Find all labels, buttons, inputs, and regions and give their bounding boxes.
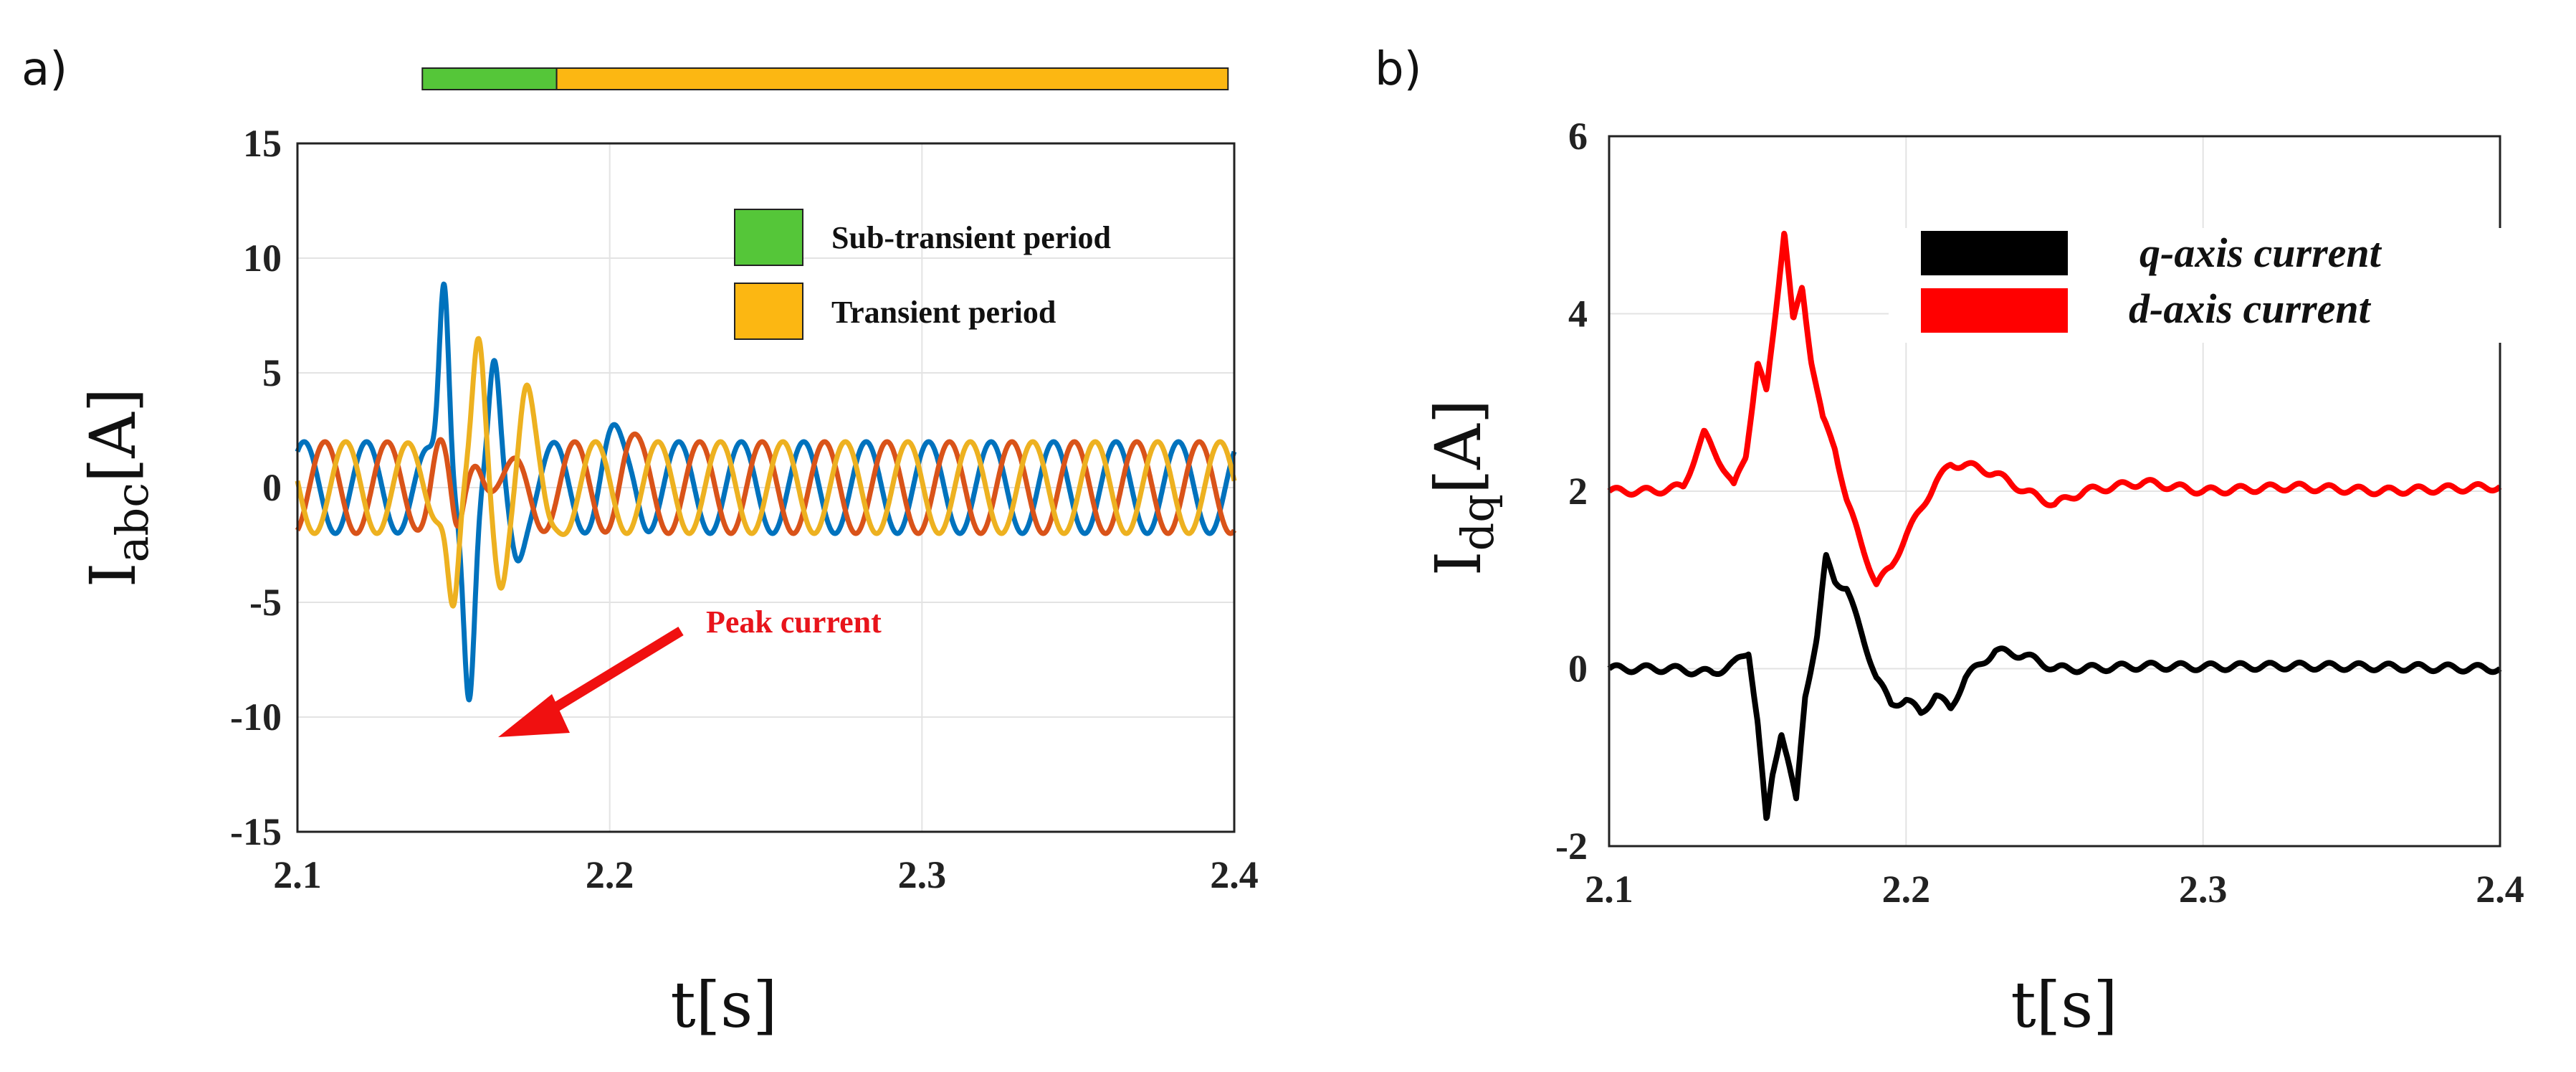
period-bar [421, 67, 1229, 90]
legend-label-d-axis: d-axis current [2129, 285, 2372, 332]
legend-label-transient: Transient period [831, 295, 1056, 330]
peak-current-arrow [533, 627, 684, 724]
legend-label-q-axis: q-axis current [2139, 229, 2382, 276]
y-tick-label: 2 [1568, 470, 1588, 513]
series-line-phase-c [295, 336, 1237, 609]
series-line-phase-a [295, 281, 1237, 703]
x-tick-label: 2.2 [586, 853, 634, 896]
panel-a-plot-area [295, 281, 1237, 703]
panel-b-y-label-unit: [A] [1421, 399, 1495, 494]
panel-b-y-label-sub: dq [1451, 494, 1504, 551]
x-tick-label: 2.4 [1210, 853, 1259, 896]
x-tick-label: 2.1 [1585, 868, 1633, 911]
legend-swatch-q-axis [1921, 231, 2068, 275]
panel-b-y-label: Idq[A] [1421, 399, 1504, 576]
panel-a-lines [295, 281, 1237, 703]
y-tick-label: 15 [243, 122, 282, 165]
panel-a-y-label-main: I [76, 562, 150, 587]
legend-label-sub-transient: Sub-transient period [831, 220, 1111, 255]
panel-a-y-label: Iabc[A] [76, 388, 158, 587]
series-line-phase-b [295, 431, 1237, 536]
transient-bar [555, 67, 1229, 90]
y-tick-label: -15 [230, 810, 282, 853]
series-line-q-axis-current [1606, 551, 2503, 821]
panel-b-y-label-main: I [1421, 551, 1495, 576]
y-tick-label: -5 [249, 581, 282, 624]
panel-b-x-label: t[s] [2010, 968, 2117, 1042]
panel-b-y-ticks: 6 4 2 0 -2 [1555, 115, 1588, 868]
y-tick-label: -2 [1555, 825, 1588, 868]
panel-b: b) 6 4 2 0 -2 2.1 2.2 2.3 2.4 t[s] Idq[A] q-axi… [1375, 43, 2524, 1042]
panel-a: a) 15 10 5 0 -5 -10 -15 2.1 2.2 2.3 2.4 t[s] Iabc… [22, 43, 1259, 1042]
y-tick-label: 4 [1568, 293, 1588, 336]
panel-b-frame [1608, 135, 2501, 848]
x-tick-label: 2.1 [273, 853, 322, 896]
peak-current-arrowhead [498, 694, 570, 737]
svg-text:Idq[A]: Idq[A] [1421, 399, 1504, 576]
x-tick-label: 2.3 [898, 853, 947, 896]
y-tick-label: 5 [262, 351, 282, 394]
panel-b-label: b) [1375, 43, 1422, 96]
peak-current-label: Peak current [706, 604, 882, 640]
y-tick-label: 0 [262, 466, 282, 509]
panel-a-label: a) [22, 43, 67, 96]
legend-swatch-sub-transient [734, 209, 803, 266]
panel-a-y-label-unit: [A] [76, 388, 150, 483]
panel-a-legend: Sub-transient period Transient period [734, 209, 1111, 340]
panel-b-lines [1606, 230, 2503, 821]
svg-text:Iabc[A]: Iabc[A] [76, 388, 158, 587]
legend-swatch-transient [734, 283, 803, 340]
panel-b-x-ticks: 2.1 2.2 2.3 2.4 [1585, 868, 2524, 911]
panel-a-x-label: t[s] [670, 968, 777, 1042]
x-tick-label: 2.4 [2476, 868, 2524, 911]
panel-a-y-ticks: 15 10 5 0 -5 -10 -15 [230, 122, 282, 853]
y-tick-label: 10 [243, 237, 282, 280]
peak-current-annotation: Peak current [498, 604, 882, 737]
x-tick-label: 2.2 [1882, 868, 1931, 911]
legend-swatch-d-axis [1921, 288, 2068, 333]
x-tick-label: 2.3 [2179, 868, 2228, 911]
y-tick-label: 0 [1568, 648, 1588, 691]
y-tick-label: -10 [230, 696, 282, 739]
panel-b-legend: q-axis current d-axis current [1889, 228, 2505, 343]
sub-transient-bar [421, 67, 558, 90]
y-tick-label: 6 [1568, 115, 1588, 158]
panel-a-x-ticks: 2.1 2.2 2.3 2.4 [273, 853, 1259, 896]
panel-a-frame [296, 142, 1236, 833]
series-line-d-axis-current [1606, 230, 2503, 587]
panel-a-y-label-sub: abc [106, 483, 158, 562]
